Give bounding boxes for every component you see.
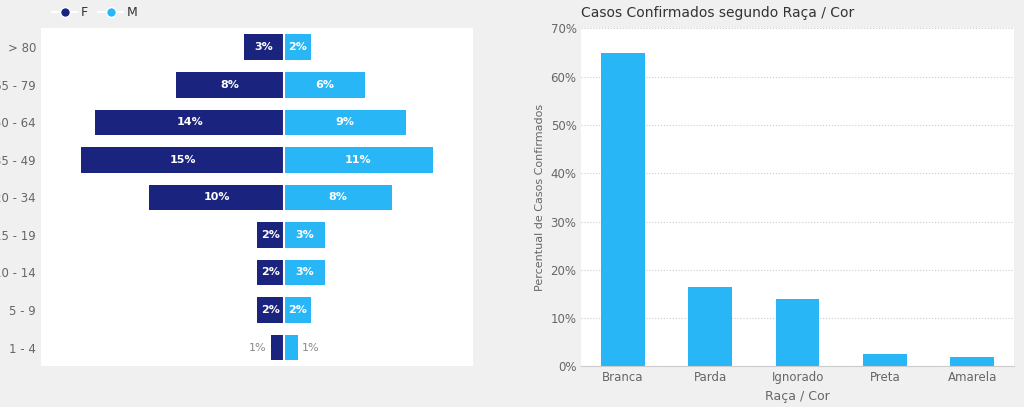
X-axis label: Raça / Cor: Raça / Cor (765, 390, 830, 403)
Bar (284, 185, 392, 210)
Bar (688, 287, 732, 366)
Bar (270, 335, 284, 360)
Text: 3%: 3% (295, 267, 313, 278)
Text: Casos Confirmados segundo Raça / Cor: Casos Confirmados segundo Raça / Cor (582, 7, 855, 20)
Bar (284, 260, 325, 285)
Bar (776, 299, 819, 366)
Bar (284, 35, 311, 60)
Text: 2%: 2% (288, 42, 307, 52)
Text: 6%: 6% (315, 80, 334, 90)
Bar (82, 147, 284, 173)
Text: 10%: 10% (204, 193, 229, 202)
Text: 2%: 2% (288, 305, 307, 315)
Text: 2%: 2% (261, 230, 281, 240)
Bar (284, 335, 298, 360)
Bar (284, 222, 325, 248)
Text: 15%: 15% (170, 155, 196, 165)
Bar (95, 109, 284, 135)
Text: 2%: 2% (261, 267, 281, 278)
Bar (284, 109, 406, 135)
Text: 3%: 3% (295, 230, 313, 240)
Bar (176, 72, 284, 98)
Y-axis label: Percentual de Casos Confirmados: Percentual de Casos Confirmados (535, 104, 545, 291)
Text: 3%: 3% (255, 42, 273, 52)
Bar (863, 354, 907, 366)
Text: 11%: 11% (345, 155, 372, 165)
Text: 2%: 2% (261, 305, 281, 315)
Bar (284, 147, 433, 173)
Bar (601, 53, 645, 366)
Bar (284, 72, 366, 98)
Bar (257, 260, 284, 285)
Bar (284, 297, 311, 323)
Text: 1%: 1% (249, 343, 266, 352)
Bar (950, 357, 994, 366)
Bar (257, 297, 284, 323)
Legend: F, M: F, M (47, 1, 142, 24)
Text: 14%: 14% (176, 117, 203, 127)
Text: 9%: 9% (336, 117, 354, 127)
Bar (244, 35, 284, 60)
Bar (257, 222, 284, 248)
Text: 8%: 8% (329, 193, 347, 202)
Bar (150, 185, 284, 210)
Text: 1%: 1% (302, 343, 319, 352)
Text: 8%: 8% (221, 80, 240, 90)
